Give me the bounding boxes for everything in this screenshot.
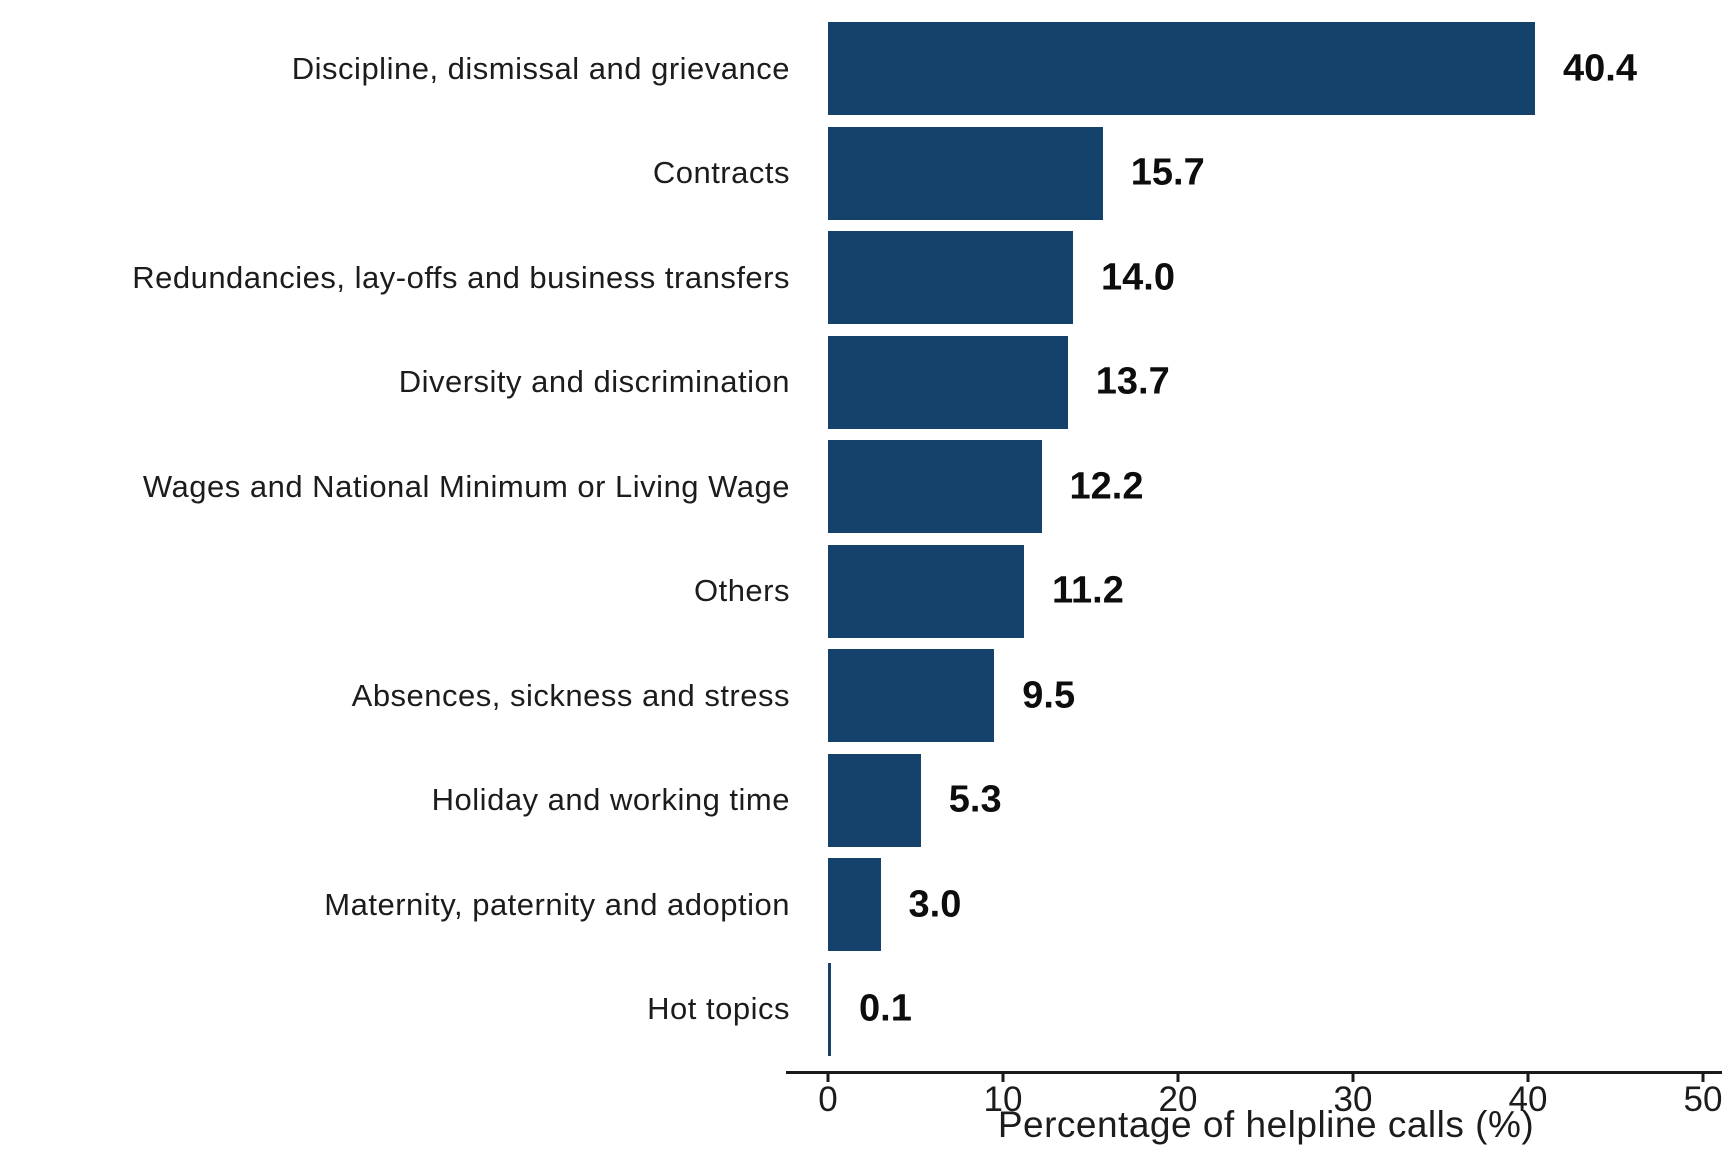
category-label: Others (693, 573, 790, 608)
x-tick-label: 30 (1333, 1080, 1373, 1119)
x-tick-label: 0 (818, 1080, 838, 1119)
value-label: 5.3 (948, 778, 1002, 821)
bar (828, 858, 881, 951)
x-tick-label: 20 (1158, 1080, 1198, 1119)
bar (828, 962, 831, 1056)
category-label: Hot topics (647, 991, 790, 1026)
value-label: 14.0 (1101, 256, 1175, 298)
category-label: Discipline, dismissal and grievance (291, 50, 790, 86)
category-label: Contracts (652, 155, 790, 190)
bar (828, 126, 1103, 220)
x-tick (1526, 1074, 1530, 1082)
x-tick (1176, 1074, 1180, 1082)
bar (828, 335, 1068, 429)
bar (828, 753, 921, 847)
x-tick (826, 1074, 830, 1082)
x-axis-label: Percentage of helpline calls (%) (997, 1104, 1535, 1145)
x-tick (1701, 1074, 1705, 1082)
x-tick (1351, 1074, 1355, 1082)
x-tick (1001, 1074, 1005, 1082)
category-label: Maternity, paternity and adoption (324, 886, 790, 922)
value-label: 9.5 (1022, 674, 1076, 716)
x-tick-label: 40 (1508, 1080, 1548, 1119)
category-label: Diversity and discrimination (398, 364, 790, 399)
x-axis-line (786, 1071, 1722, 1074)
value-label: 40.4 (1563, 47, 1637, 89)
value-label: 13.7 (1095, 360, 1170, 403)
category-label: Absences, sickness and stress (351, 677, 790, 713)
bar (828, 22, 1535, 115)
value-label: 15.7 (1130, 151, 1205, 194)
bar (828, 440, 1042, 533)
category-label: Holiday and working time (431, 782, 790, 817)
bar (828, 231, 1073, 324)
value-label: 11.2 (1052, 569, 1124, 612)
x-tick-label: 10 (983, 1080, 1023, 1119)
category-label: Redundancies, lay-offs and business tran… (132, 259, 790, 295)
value-label: 12.2 (1069, 465, 1144, 507)
value-label: 0.1 (859, 987, 912, 1030)
bar (828, 649, 995, 742)
bar (828, 544, 1024, 638)
value-label: 3.0 (908, 883, 962, 925)
x-tick-label: 50 (1683, 1080, 1723, 1119)
category-label: Wages and National Minimum or Living Wag… (142, 468, 790, 504)
